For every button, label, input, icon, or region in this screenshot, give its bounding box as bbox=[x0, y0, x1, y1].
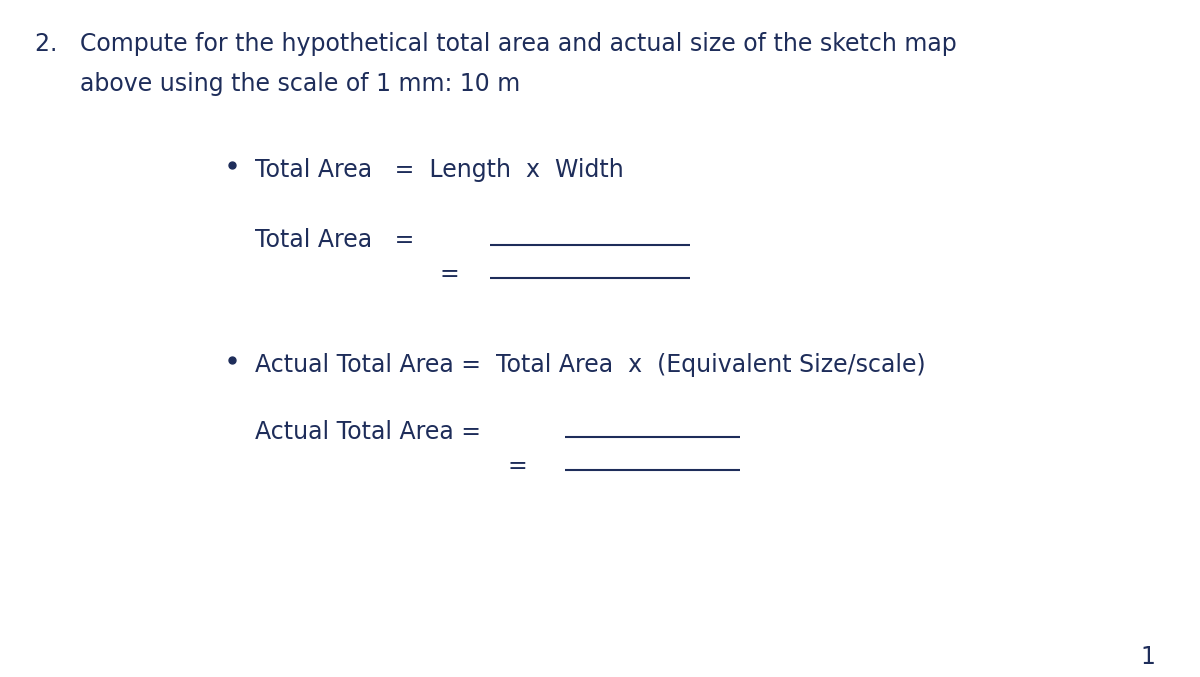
Text: 1: 1 bbox=[1140, 645, 1154, 669]
Text: 2.   Compute for the hypothetical total area and actual size of the sketch map: 2. Compute for the hypothetical total ar… bbox=[35, 32, 956, 56]
Text: =: = bbox=[440, 262, 460, 286]
Text: =: = bbox=[508, 454, 528, 478]
Text: Actual Total Area =: Actual Total Area = bbox=[256, 420, 481, 444]
Text: Actual Total Area =  Total Area  x  (Equivalent Size/scale): Actual Total Area = Total Area x (Equiva… bbox=[256, 353, 925, 377]
Text: above using the scale of 1 mm: 10 m: above using the scale of 1 mm: 10 m bbox=[35, 72, 521, 96]
Text: Total Area   =: Total Area = bbox=[256, 228, 414, 252]
Text: Total Area   =  Length  x  Width: Total Area = Length x Width bbox=[256, 158, 624, 182]
